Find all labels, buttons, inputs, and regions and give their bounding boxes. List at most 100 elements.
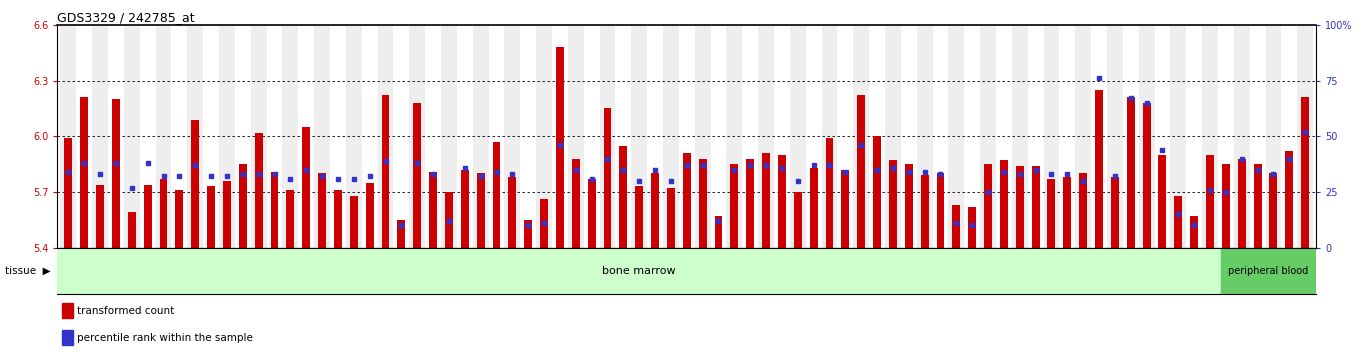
Text: transformed count: transformed count [78,306,175,316]
Bar [330,25,346,248]
Bar [794,192,802,248]
Bar [917,25,933,248]
Bar [1000,160,1008,248]
Bar [1249,25,1266,248]
Bar [1237,159,1245,248]
Bar [61,303,72,318]
Bar [1012,25,1027,248]
Bar [636,187,644,248]
Bar [1187,25,1202,248]
Bar [520,25,536,248]
Bar [430,172,436,248]
Text: tissue  ▶: tissue ▶ [5,266,50,276]
Bar [885,25,900,248]
Bar [1281,25,1297,248]
Bar [346,25,361,248]
Bar [239,164,247,248]
Bar [1234,25,1249,248]
Bar [1143,103,1151,248]
Bar [1075,25,1091,248]
Bar [251,25,266,248]
Bar [409,25,426,248]
Bar [139,25,155,248]
Bar [921,175,929,248]
Bar [536,25,552,248]
Bar [1108,25,1123,248]
Text: peripheral blood: peripheral blood [1229,266,1308,276]
Bar [603,108,611,248]
Bar [366,183,374,248]
Bar [334,190,342,248]
Bar [1154,25,1170,248]
Bar [711,25,727,248]
Bar [1060,25,1075,248]
Bar [112,99,120,248]
Bar [758,25,773,248]
Bar [1191,216,1198,248]
Bar [647,25,663,248]
Bar [349,196,357,248]
Bar [172,25,187,248]
Bar [1301,97,1309,248]
Bar [762,153,771,248]
Bar [143,184,151,248]
Bar [426,25,441,248]
Bar [679,25,694,248]
Bar [286,190,295,248]
Bar [1270,173,1278,248]
Bar [810,168,817,248]
Bar [742,25,758,248]
Bar [393,25,409,248]
Bar [505,25,520,248]
Text: percentile rank within the sample: percentile rank within the sample [78,333,252,343]
Bar [873,136,881,248]
Bar [773,25,790,248]
Bar [61,330,72,345]
Bar [441,25,457,248]
Bar [1266,25,1281,248]
Bar [255,132,263,248]
Bar [524,220,532,248]
Bar [222,181,231,248]
Text: bone marrow: bone marrow [602,266,675,276]
Bar [667,188,675,248]
Bar [203,25,220,248]
Bar [378,25,393,248]
Bar [108,25,124,248]
Bar [80,97,89,248]
Bar [1095,90,1103,248]
Bar [1110,177,1118,248]
Bar [1254,164,1262,248]
Bar [937,173,944,248]
Bar [746,159,754,248]
Bar [397,220,405,248]
Bar [476,173,484,248]
Bar [95,184,104,248]
Bar [155,25,172,248]
Bar [981,25,996,248]
Bar [557,47,563,248]
Bar [727,25,742,248]
Bar [60,25,76,248]
Bar [900,25,917,248]
Bar [509,177,517,248]
Bar [299,25,314,248]
Bar [176,190,183,248]
Bar [540,199,548,248]
Bar [694,25,711,248]
Bar [730,164,738,248]
Bar [1064,177,1071,248]
Bar [857,95,865,248]
Bar [457,25,473,248]
Bar [1285,151,1293,248]
Bar [128,212,136,248]
Bar [266,25,282,248]
Bar [1127,97,1135,248]
Bar [160,179,168,248]
Bar [76,25,93,248]
Bar [806,25,821,248]
Bar [488,25,505,248]
Bar [1048,179,1056,248]
Bar [191,120,199,248]
Bar [1174,196,1183,248]
